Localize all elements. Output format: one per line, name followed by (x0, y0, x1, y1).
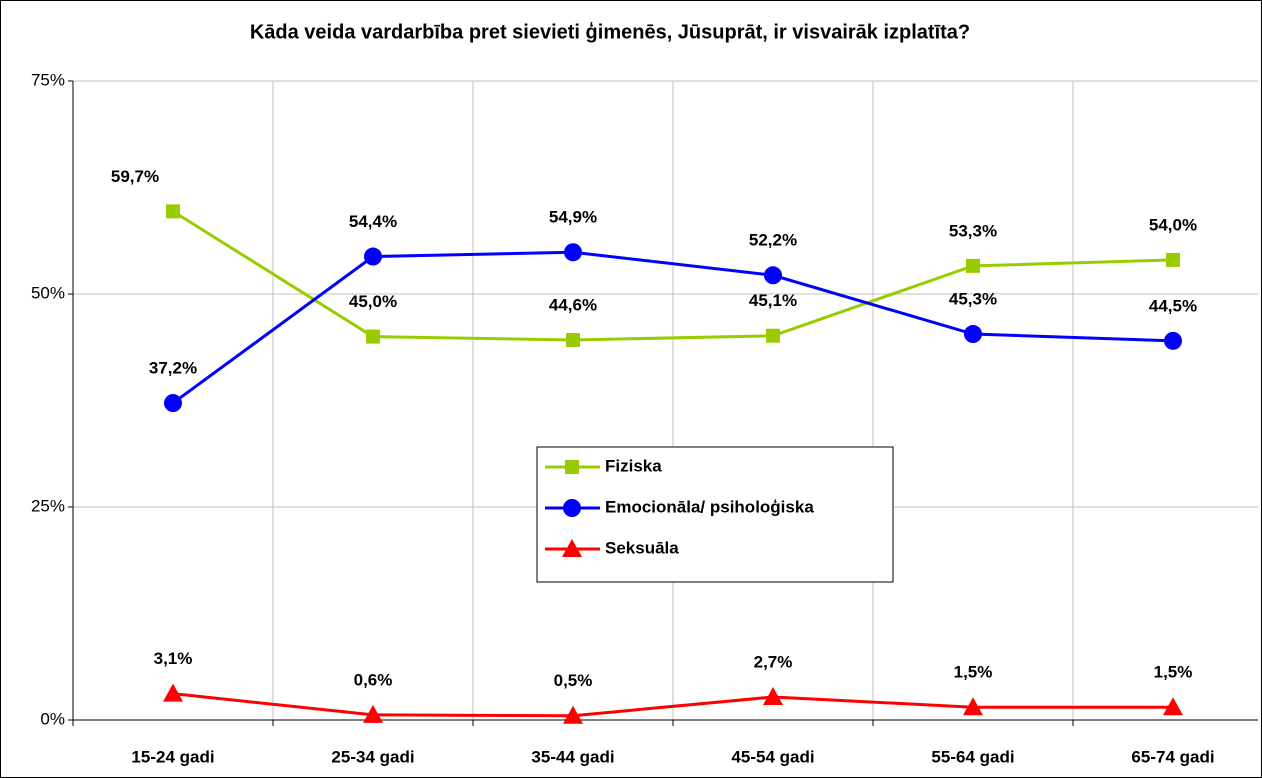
data-label: 45,3% (949, 290, 997, 309)
marker (964, 325, 982, 344)
y-tick-label: 0% (40, 709, 65, 728)
x-tick-label: 55-64 gadi (931, 747, 1014, 766)
marker (1164, 331, 1182, 350)
data-label: 54,0% (1149, 215, 1197, 234)
data-label: 45,0% (349, 292, 397, 311)
marker (562, 539, 582, 557)
marker (565, 460, 579, 474)
marker (166, 204, 180, 219)
marker (563, 499, 581, 517)
marker (366, 329, 380, 344)
legend: Fiziska Emocionāla/ psiholoģiska Seksuāla (536, 446, 894, 583)
series-line (172, 692, 1173, 718)
data-label: 44,5% (1149, 296, 1197, 315)
data-label: 0,6% (354, 670, 393, 689)
legend-label: Seksuāla (605, 538, 679, 557)
marker (566, 333, 580, 348)
marker (1166, 252, 1180, 267)
marker (764, 266, 782, 285)
x-tick-label: 35-44 gadi (531, 747, 614, 766)
data-label: 54,4% (349, 212, 397, 231)
data-label: 53,3% (949, 221, 997, 240)
data-label: 37,2% (149, 359, 197, 378)
data-label: 1,5% (954, 663, 993, 682)
data-label: 45,1% (749, 291, 797, 310)
marker (163, 683, 183, 702)
x-tick-label: 15-24 gadi (131, 747, 214, 766)
data-label: 59,7% (111, 167, 159, 186)
marker (564, 243, 582, 262)
x-tick-label: 25-34 gadi (331, 747, 414, 766)
legend-label: Emocionāla/ psiholoģiska (605, 497, 814, 516)
data-label: 52,2% (749, 231, 797, 250)
legend-label: Fiziska (605, 456, 662, 475)
chart-title: Kāda veida vardarbība pret sievieti ģime… (250, 21, 970, 43)
data-label: 1,5% (1154, 663, 1193, 682)
y-tick-label: 25% (31, 496, 65, 515)
x-tick-label: 45-54 gadi (731, 747, 814, 766)
data-label: 2,7% (754, 652, 793, 671)
data-label: 3,1% (154, 649, 193, 668)
y-tick-label: 50% (31, 283, 65, 302)
y-tick-label: 75% (31, 70, 65, 89)
marker (364, 247, 382, 266)
series-line (172, 250, 1174, 405)
series-line (172, 210, 1174, 342)
data-label: 44,6% (549, 295, 597, 314)
legend-box (536, 446, 894, 583)
marker (763, 686, 783, 705)
marker (966, 258, 980, 273)
data-label: 54,9% (549, 208, 597, 227)
marker (766, 328, 780, 343)
marker (963, 697, 983, 716)
marker (563, 705, 583, 724)
marker (363, 704, 383, 723)
x-tick-label: 65-74 gadi (1131, 747, 1214, 766)
marker (1163, 697, 1183, 716)
marker (164, 394, 182, 413)
data-label: 0,5% (554, 671, 593, 690)
